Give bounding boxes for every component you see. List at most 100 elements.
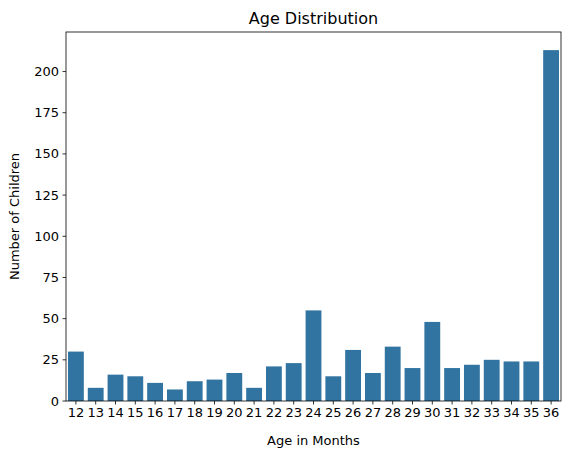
y-tick-label: 125 [34,188,59,203]
x-tick-label: 17 [167,405,184,420]
bar [127,376,143,401]
x-tick-label: 31 [444,405,461,420]
bar [286,363,302,401]
y-tick-label: 75 [42,270,59,285]
y-axis-label: Number of Children [7,153,22,280]
bar [108,375,124,401]
x-tick [95,401,96,405]
bar [246,388,262,401]
bar [464,365,480,401]
x-tick-label: 16 [147,405,164,420]
y-tick-label: 175 [34,105,59,120]
bar [325,376,341,401]
x-tick [372,401,373,405]
x-tick [491,401,492,405]
y-tick-label: 100 [34,229,59,244]
x-tick-label: 34 [503,405,520,420]
bar [543,50,559,401]
x-tick [452,401,453,405]
y-tick-label: 0 [51,394,59,409]
bar [424,322,440,401]
x-tick-label: 21 [246,405,263,420]
x-tick-label: 18 [186,405,203,420]
bars [68,50,559,401]
y-tick [63,236,67,237]
x-tick-label: 32 [464,405,481,420]
x-tick [392,401,393,405]
x-tick-label: 30 [424,405,441,420]
x-tick [234,401,235,405]
x-tick-label: 15 [127,405,144,420]
bar [207,380,223,401]
x-tick [353,401,354,405]
y-tick [63,153,67,154]
x-tick [471,401,472,405]
bar [345,350,361,401]
y-tick-label: 25 [42,352,59,367]
x-tick-label: 35 [523,405,540,420]
y-tick [63,401,67,402]
bar [444,368,460,401]
bar [306,310,322,401]
x-tick [273,401,274,405]
y-tick [63,318,67,319]
x-tick [135,401,136,405]
x-tick-label: 23 [285,405,302,420]
x-tick-label: 25 [325,405,342,420]
bar [187,381,203,401]
y-tick [63,277,67,278]
y-tick-label: 200 [34,64,59,79]
x-tick-label: 13 [87,405,104,420]
bar [167,389,183,401]
y-tick [63,195,67,196]
bar [405,368,421,401]
y-tick [63,112,67,113]
x-tick [432,401,433,405]
x-tick [75,401,76,405]
title: Age Distribution [249,9,378,28]
x-tick [511,401,512,405]
chart-root: 0 25 50 75 100 125 150 175 200 121314151617181920… [0,0,571,455]
bar [365,373,381,401]
x-tick-label: 26 [345,405,362,420]
x-tick [174,401,175,405]
x-tick [194,401,195,405]
bar [523,361,539,401]
x-tick-label: 24 [305,405,322,420]
x-tick-label: 28 [384,405,401,420]
x-tick-label: 33 [483,405,500,420]
bar [226,373,242,401]
bar [88,388,104,401]
x-tick-label: 14 [107,405,124,420]
x-tick [293,401,294,405]
bar [504,361,520,401]
bar [147,383,163,401]
x-tick-label: 19 [206,405,223,420]
bar [68,352,84,401]
y-tick [63,359,67,360]
x-tick-label: 27 [365,405,382,420]
x-tick-label: 12 [68,405,85,420]
x-tick [551,401,552,405]
x-tick-label: 22 [266,405,283,420]
x-tick-label: 20 [226,405,243,420]
x-axis-label: Age in Months [267,433,360,448]
x-tick [412,401,413,405]
x-tick [333,401,334,405]
x-tick [115,401,116,405]
x-tick [254,401,255,405]
bar [385,347,401,401]
y-tick [63,71,67,72]
bar [266,366,282,401]
chart: 0 25 50 75 100 125 150 175 200 121314151617181920… [0,0,571,455]
x-tick-label: 36 [543,405,560,420]
x-tick [155,401,156,405]
bar [484,360,500,401]
x-tick [214,401,215,405]
x-tick [313,401,314,405]
axes-frame [66,32,561,401]
x-tick [531,401,532,405]
x-tick-label: 29 [404,405,421,420]
y-tick-label: 50 [42,311,59,326]
y-tick-label: 150 [34,146,59,161]
